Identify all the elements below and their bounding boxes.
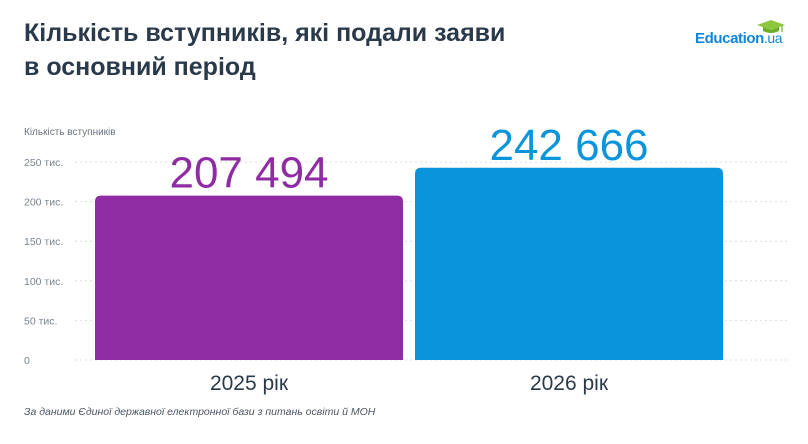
page-title: Кількість вступників, які подали заяви в… [24, 16, 584, 84]
source-note: За даними Єдиної державної електронної б… [24, 406, 376, 418]
title-line-2: в основний період [24, 53, 256, 81]
y-tick-label: 250 тис. [24, 157, 63, 169]
title-line-1: Кількість вступників, які подали заяви [24, 19, 506, 47]
y-axis-label: Кількість вступників [24, 127, 116, 138]
logo-name: Education [695, 30, 764, 47]
data-label: 207 494 [169, 149, 328, 198]
y-tick-label: 100 тис. [24, 276, 63, 288]
x-tick-label: 2026 рік [530, 372, 609, 395]
bar-1 [95, 195, 403, 360]
y-tick-label: 150 тис. [24, 236, 63, 248]
graduation-cap-icon [757, 20, 785, 33]
y-tick-label: 0 [24, 355, 30, 367]
y-tick-label: 200 тис. [24, 197, 63, 209]
data-label: 242 666 [489, 121, 648, 170]
logo-text: Education.ua [695, 30, 783, 47]
education-ua-logo: Education.ua [695, 20, 790, 48]
logo-suffix: .ua [763, 30, 783, 46]
y-tick-label: 50 тис. [24, 315, 57, 327]
x-tick-label: 2025 рік [210, 372, 289, 395]
bar-2 [415, 167, 723, 360]
